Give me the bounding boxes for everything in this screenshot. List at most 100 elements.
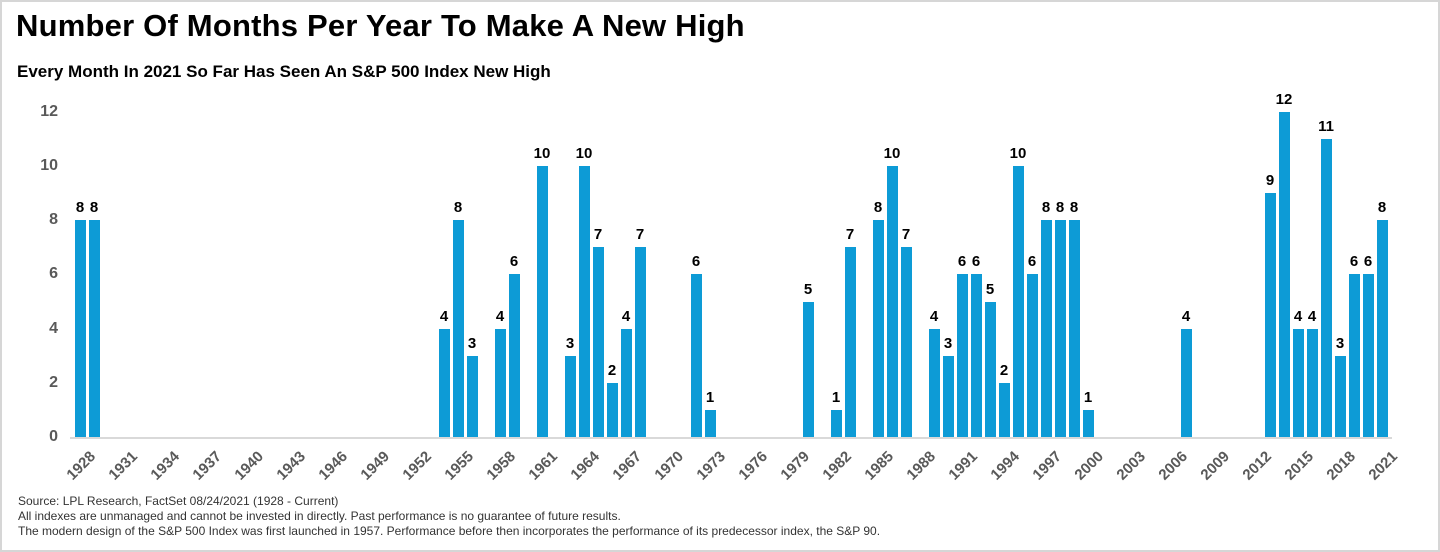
x-tick-1991: 1991 [945, 448, 982, 484]
bar-label-1959: 6 [509, 253, 519, 271]
bar-1990 [942, 355, 954, 437]
bar-label-1986: 10 [883, 145, 901, 162]
bar-2014 [1278, 111, 1290, 437]
x-tick-1982: 1982 [819, 448, 856, 484]
bar-1966 [606, 382, 618, 437]
bar-label-1964: 10 [575, 145, 593, 162]
x-tick-2012: 2012 [1239, 448, 1276, 484]
bar-1983 [844, 247, 856, 437]
x-tick-1958: 1958 [483, 448, 520, 484]
x-tick-2021: 2021 [1365, 448, 1402, 484]
bar-label-2020: 6 [1363, 253, 1373, 271]
bar-label-1965: 7 [593, 226, 603, 244]
bar-label-1966: 2 [607, 361, 617, 379]
x-tick-1955: 1955 [441, 448, 478, 484]
bar-label-1993: 5 [985, 280, 995, 298]
y-tick-10: 10 [40, 157, 58, 174]
bar-label-1987: 7 [901, 226, 911, 244]
bar-label-1991: 6 [957, 253, 967, 271]
x-tick-2009: 2009 [1197, 448, 1234, 484]
x-tick-1928: 1928 [63, 448, 100, 484]
bar-label-1998: 8 [1055, 199, 1065, 217]
bar-label-1994: 2 [999, 361, 1009, 379]
bar-label-1961: 10 [533, 145, 551, 162]
chart-subtitle: Every Month In 2021 So Far Has Seen An S… [17, 62, 551, 81]
bar-label-1995: 10 [1009, 145, 1027, 162]
x-tick-1952: 1952 [399, 448, 436, 484]
x-tick-2018: 2018 [1323, 448, 1360, 484]
bar-1997 [1040, 220, 1052, 437]
bar-label-2015: 4 [1293, 307, 1303, 325]
x-tick-1937: 1937 [189, 448, 226, 484]
bar-1929 [88, 220, 100, 437]
bar-label-1990: 3 [943, 334, 953, 352]
bar-label-2017: 11 [1318, 117, 1334, 135]
bar-label-1983: 7 [845, 226, 855, 244]
bar-label-1958: 4 [495, 307, 505, 325]
x-tick-1940: 1940 [231, 448, 268, 484]
bar-2013 [1264, 193, 1276, 437]
bar-1982 [830, 409, 842, 437]
x-tick-1979: 1979 [777, 448, 814, 484]
x-tick-1970: 1970 [651, 448, 688, 484]
bar-label-1968: 7 [635, 226, 645, 244]
bar-1959 [508, 274, 520, 437]
x-tick-2000: 2000 [1071, 448, 1108, 484]
disclaimer-line-1: All indexes are unmanaged and cannot be … [18, 509, 621, 523]
y-tick-8: 8 [49, 211, 58, 229]
bar-1998 [1054, 220, 1066, 437]
bar-2015 [1292, 328, 1304, 437]
bar-2007 [1180, 328, 1192, 437]
bar-1964 [578, 166, 590, 437]
y-tick-6: 6 [49, 265, 58, 283]
y-tick-4: 4 [49, 319, 58, 337]
bar-1965 [592, 247, 604, 437]
x-tick-1985: 1985 [861, 448, 898, 484]
x-tick-2015: 2015 [1281, 448, 1318, 484]
bar-1963 [564, 355, 576, 437]
bar-2019 [1348, 274, 1360, 437]
bar-1986 [886, 166, 898, 437]
x-tick-1964: 1964 [567, 448, 604, 484]
bar-1993 [984, 301, 996, 437]
bar-1956 [466, 355, 478, 437]
x-tick-1994: 1994 [987, 448, 1024, 484]
x-tick-1976: 1976 [735, 448, 772, 484]
bar-label-2021: 8 [1377, 199, 1387, 217]
bar-label-2019: 6 [1349, 253, 1359, 271]
bar-label-1973: 1 [705, 388, 715, 406]
bar-1968 [634, 247, 646, 437]
bar-1996 [1026, 274, 1038, 437]
footer-block: Source: LPL Research, FactSet 08/24/2021… [18, 494, 880, 539]
bar-2018 [1334, 355, 1346, 437]
bar-1992 [970, 274, 982, 437]
bar-label-1955: 8 [453, 199, 463, 217]
bar-1972 [690, 274, 702, 437]
bar-label-1963: 3 [565, 334, 575, 352]
bar-label-2018: 3 [1335, 334, 1345, 352]
y-tick-2: 2 [49, 373, 58, 391]
x-tick-2006: 2006 [1155, 448, 1192, 484]
bar-2021 [1376, 220, 1388, 437]
bar-label-1967: 4 [621, 307, 631, 325]
bar-1967 [620, 328, 632, 437]
x-tick-1946: 1946 [315, 448, 352, 484]
y-tick-0: 0 [49, 428, 58, 445]
x-tick-1949: 1949 [357, 448, 394, 484]
bar-1995 [1012, 166, 1024, 437]
bar-1987 [900, 247, 912, 437]
bar-label-2014: 12 [1275, 90, 1293, 108]
bar-1961 [536, 166, 548, 437]
bar-2020 [1362, 274, 1374, 437]
bar-label-1999: 8 [1069, 199, 1079, 217]
x-tick-1961: 1961 [525, 448, 562, 484]
bar-label-1928: 8 [75, 199, 85, 217]
chart-title: Number Of Months Per Year To Make A New … [16, 8, 745, 43]
bar-label-2013: 9 [1265, 172, 1275, 190]
bar-label-1929: 8 [89, 199, 99, 217]
bar-1958 [494, 328, 506, 437]
bar-1928 [74, 220, 86, 437]
bar-label-1982: 1 [831, 388, 841, 406]
